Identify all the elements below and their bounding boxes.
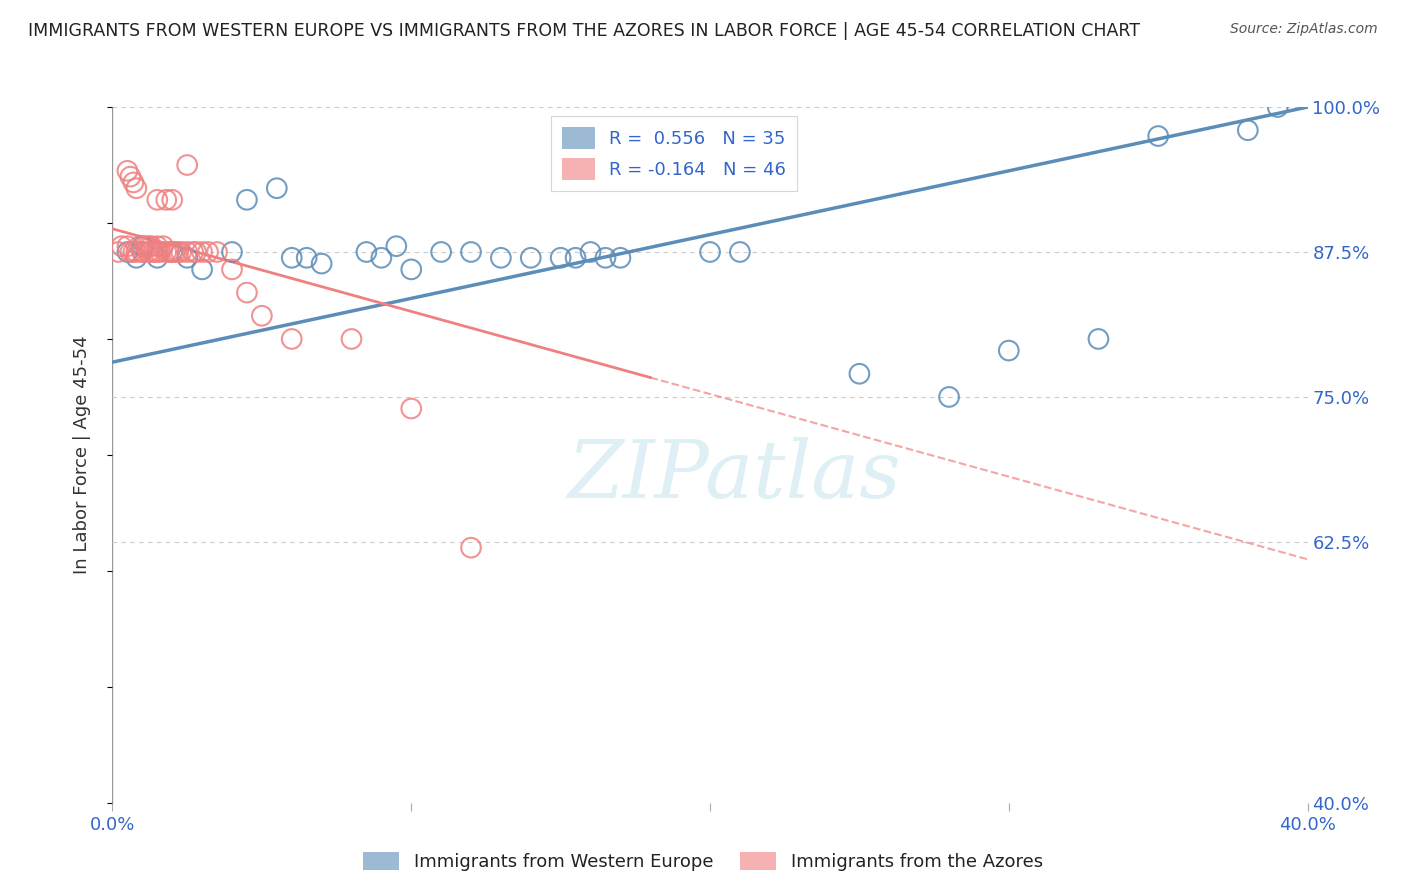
Point	[162, 244, 183, 259]
Point	[176, 251, 198, 265]
Legend: R =  0.556   N = 35, R = -0.164   N = 46: R = 0.556 N = 35, R = -0.164 N = 46	[551, 116, 797, 191]
Point	[401, 401, 423, 416]
Point	[221, 244, 243, 259]
Y-axis label: In Labor Force | Age 45-54: In Labor Force | Age 45-54	[73, 335, 91, 574]
Text: ZIPatlas: ZIPatlas	[567, 437, 901, 515]
Point	[122, 244, 145, 259]
Point	[460, 541, 482, 555]
Point	[181, 244, 204, 259]
Point	[311, 257, 333, 271]
Point	[149, 244, 172, 259]
Point	[579, 244, 602, 259]
Point	[728, 244, 751, 259]
Point	[176, 244, 198, 259]
Point	[191, 244, 214, 259]
Point	[699, 244, 721, 259]
Point	[162, 193, 183, 207]
Point	[281, 251, 304, 265]
Point	[197, 244, 219, 259]
Point	[1087, 332, 1109, 346]
Point	[460, 244, 482, 259]
Point	[107, 244, 129, 259]
Point	[236, 193, 259, 207]
Point	[1237, 123, 1260, 137]
Point	[385, 239, 408, 253]
Point	[138, 244, 160, 259]
Point	[110, 239, 132, 253]
Point	[138, 239, 160, 253]
Point	[157, 244, 180, 259]
Point	[170, 244, 193, 259]
Point	[186, 244, 208, 259]
Point	[120, 244, 142, 259]
Point	[295, 251, 318, 265]
Point	[146, 193, 169, 207]
Point	[125, 244, 148, 259]
Point	[117, 244, 139, 259]
Point	[266, 181, 288, 195]
Point	[134, 239, 156, 253]
Point	[356, 244, 378, 259]
Point	[340, 332, 363, 346]
Point	[595, 251, 617, 265]
Point	[122, 175, 145, 190]
Point	[152, 239, 174, 253]
Point	[131, 239, 153, 253]
Point	[430, 244, 453, 259]
Point	[146, 244, 169, 259]
Point	[998, 343, 1021, 358]
Legend: Immigrants from Western Europe, Immigrants from the Azores: Immigrants from Western Europe, Immigran…	[356, 845, 1050, 879]
Point	[609, 251, 631, 265]
Point	[1147, 128, 1170, 143]
Point	[1267, 100, 1289, 114]
Point	[550, 251, 572, 265]
Point	[167, 244, 190, 259]
Point	[162, 244, 183, 259]
Point	[938, 390, 960, 404]
Point	[141, 244, 163, 259]
Text: IMMIGRANTS FROM WESTERN EUROPE VS IMMIGRANTS FROM THE AZORES IN LABOR FORCE | AG: IMMIGRANTS FROM WESTERN EUROPE VS IMMIGR…	[28, 22, 1140, 40]
Point	[520, 251, 543, 265]
Point	[489, 251, 512, 265]
Point	[131, 244, 153, 259]
Point	[236, 285, 259, 300]
Point	[131, 244, 153, 259]
Point	[205, 244, 228, 259]
Point	[146, 251, 169, 265]
Point	[117, 239, 139, 253]
Point	[141, 239, 163, 253]
Point	[401, 262, 423, 277]
Point	[143, 244, 166, 259]
Point	[125, 181, 148, 195]
Point	[120, 169, 142, 184]
Point	[191, 262, 214, 277]
Point	[125, 251, 148, 265]
Point	[564, 251, 586, 265]
Point	[155, 244, 177, 259]
Point	[281, 332, 304, 346]
Point	[250, 309, 273, 323]
Point	[176, 158, 198, 172]
Point	[146, 239, 169, 253]
Point	[117, 164, 139, 178]
Point	[221, 262, 243, 277]
Point	[165, 244, 187, 259]
Point	[155, 193, 177, 207]
Point	[848, 367, 870, 381]
Text: Source: ZipAtlas.com: Source: ZipAtlas.com	[1230, 22, 1378, 37]
Point	[370, 251, 392, 265]
Point	[128, 239, 150, 253]
